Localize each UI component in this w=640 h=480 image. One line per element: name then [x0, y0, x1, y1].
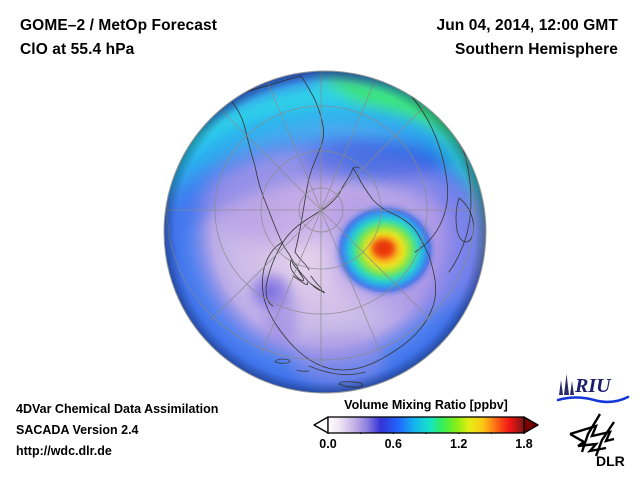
hemisphere-label: Southern Hemisphere [455, 41, 618, 58]
riu-wave-icon [556, 395, 630, 404]
colorbar-ticks [327, 433, 525, 434]
colorbar-gradient [312, 416, 540, 434]
header-right: Jun 04, 2014, 12:00 GMT Southern Hemisph… [437, 14, 619, 62]
title-instrument: GOME–2 / MetOp Forecast [20, 17, 217, 34]
credit-url[interactable]: http://wdc.dlr.de [16, 444, 112, 458]
credit-version: SACADA Version 2.4 [16, 423, 139, 437]
colorbar-tick-label-3: 1.8 [515, 437, 533, 451]
colorbar-title: Volume Mixing Ratio [ppbv] [344, 398, 508, 412]
colorbar-tick-labels: 0.0 0.6 1.2 1.8 [312, 437, 540, 455]
footer-credits: 4DVar Chemical Data Assimilation SACADA … [16, 399, 218, 462]
riu-logo: RIU [556, 371, 630, 405]
header-left: GOME–2 / MetOp Forecast ClO at 55.4 hPa [20, 14, 217, 62]
dlr-wordmark: DLR [596, 453, 625, 469]
globe-map [163, 70, 487, 394]
riu-tower-icon [559, 374, 574, 395]
title-species-level: ClO at 55.4 hPa [20, 41, 135, 58]
riu-wordmark: RIU [574, 375, 612, 397]
dlr-bird-icon [569, 413, 615, 457]
dlr-logo: DLR [562, 412, 632, 470]
timestamp: Jun 04, 2014, 12:00 GMT [436, 17, 618, 34]
globe-limb-shading [164, 71, 486, 393]
globe-outline [163, 70, 487, 394]
colorbar-tick-label-0: 0.0 [319, 437, 337, 451]
globe-data-layer [164, 71, 486, 393]
credit-method: 4DVar Chemical Data Assimilation [16, 402, 219, 416]
colorbar-bar-texture [328, 417, 524, 433]
colorbar: Volume Mixing Ratio [ppbv] [312, 398, 540, 455]
colorbar-tick-label-1: 0.6 [384, 437, 402, 451]
colorbar-tick-label-2: 1.2 [449, 437, 468, 451]
colorbar-under-arrow [313, 416, 329, 434]
colorbar-over-arrow [523, 416, 539, 434]
